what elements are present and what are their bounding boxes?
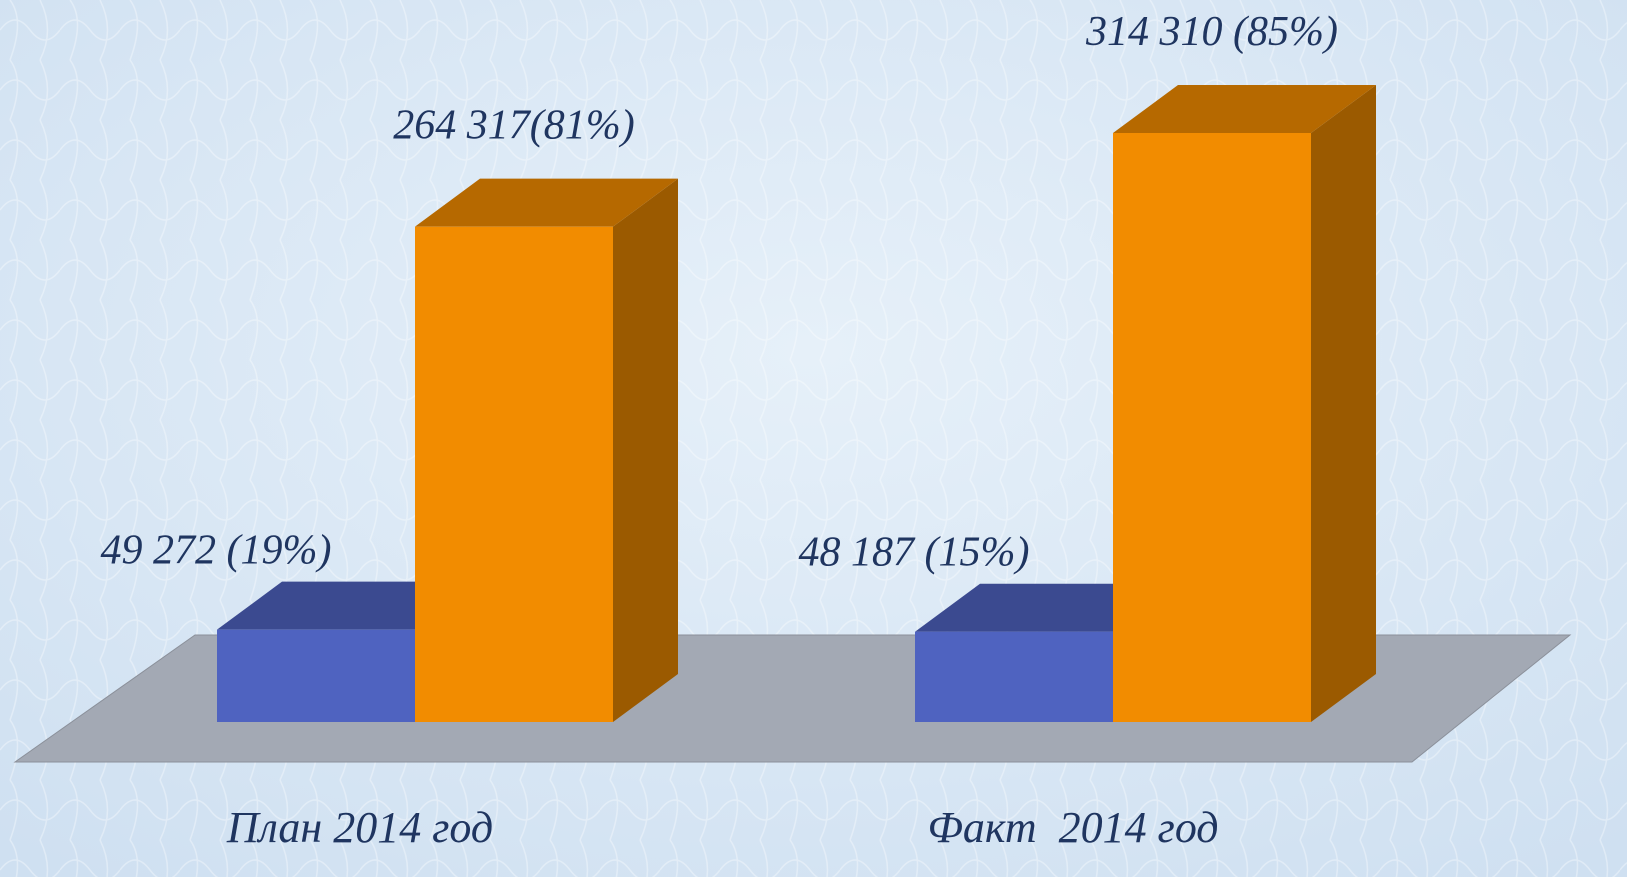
bar [1113,133,1311,722]
bar-side [613,178,678,722]
x-tick-label: План 2014 год [226,803,493,852]
value-label: 314 310 (85%) [1085,9,1338,55]
bar-top [217,581,480,630]
bar-top [415,178,678,227]
bar [915,631,1113,722]
bar-side [1311,85,1376,722]
value-label: 48 187 (15%) [799,530,1030,576]
bars [217,85,1376,722]
bar [415,226,613,722]
value-label: 49 272 (19%) [101,528,332,574]
x-tick-label: Факт 2014 год [927,803,1218,852]
bar [217,629,415,722]
bar-top [1113,85,1376,133]
value-label: 264 317(81%) [393,103,634,149]
bar-top [915,583,1178,632]
